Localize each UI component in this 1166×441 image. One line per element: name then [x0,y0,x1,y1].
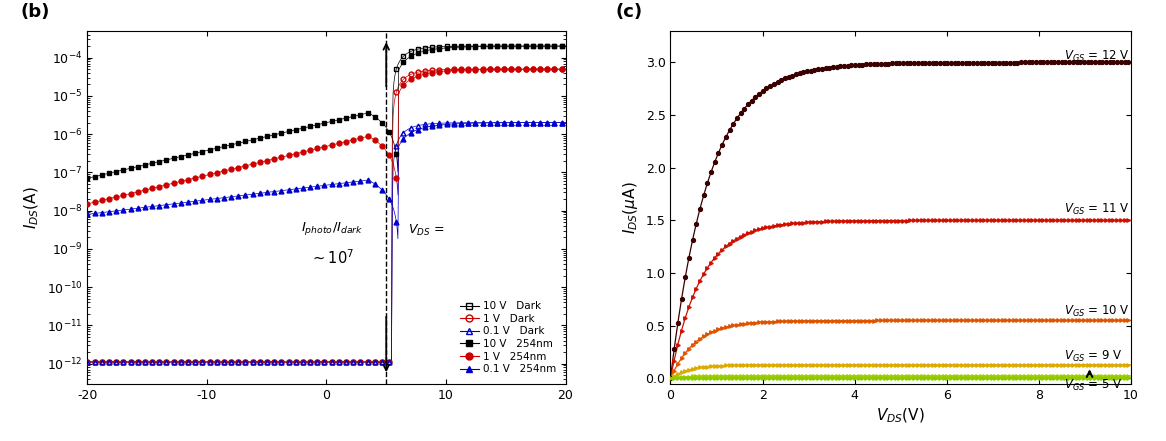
Text: $V_{GS}$ = 10 V: $V_{GS}$ = 10 V [1065,304,1130,319]
Text: $I_{photo}/I_{dark}$: $I_{photo}/I_{dark}$ [301,220,364,237]
Legend: 10 V   Dark, 1 V   Dark, 0.1 V   Dark, 10 V   254nm, 1 V   254nm, 0.1 V   254nm: 10 V Dark, 1 V Dark, 0.1 V Dark, 10 V 25… [456,297,561,378]
Text: $V_{GS}$ = 12 V: $V_{GS}$ = 12 V [1065,49,1130,64]
Text: $\sim$$10^7$: $\sim$$10^7$ [310,248,354,267]
Text: $V_{GS}$ = 5 V: $V_{GS}$ = 5 V [1065,378,1123,393]
X-axis label: $V_{DS}$(V): $V_{DS}$(V) [877,407,925,426]
Text: (b): (b) [21,3,50,21]
Y-axis label: $I_{DS}$($\mu$A): $I_{DS}$($\mu$A) [621,181,640,234]
Text: $V_{GS}$ = 9 V: $V_{GS}$ = 9 V [1065,348,1123,363]
Y-axis label: $I_{DS}$(A): $I_{DS}$(A) [22,186,41,229]
Text: $V_{GS}$ = 11 V: $V_{GS}$ = 11 V [1065,202,1130,217]
Text: (c): (c) [616,3,642,21]
Text: $V_{DS}$ =: $V_{DS}$ = [408,223,444,238]
